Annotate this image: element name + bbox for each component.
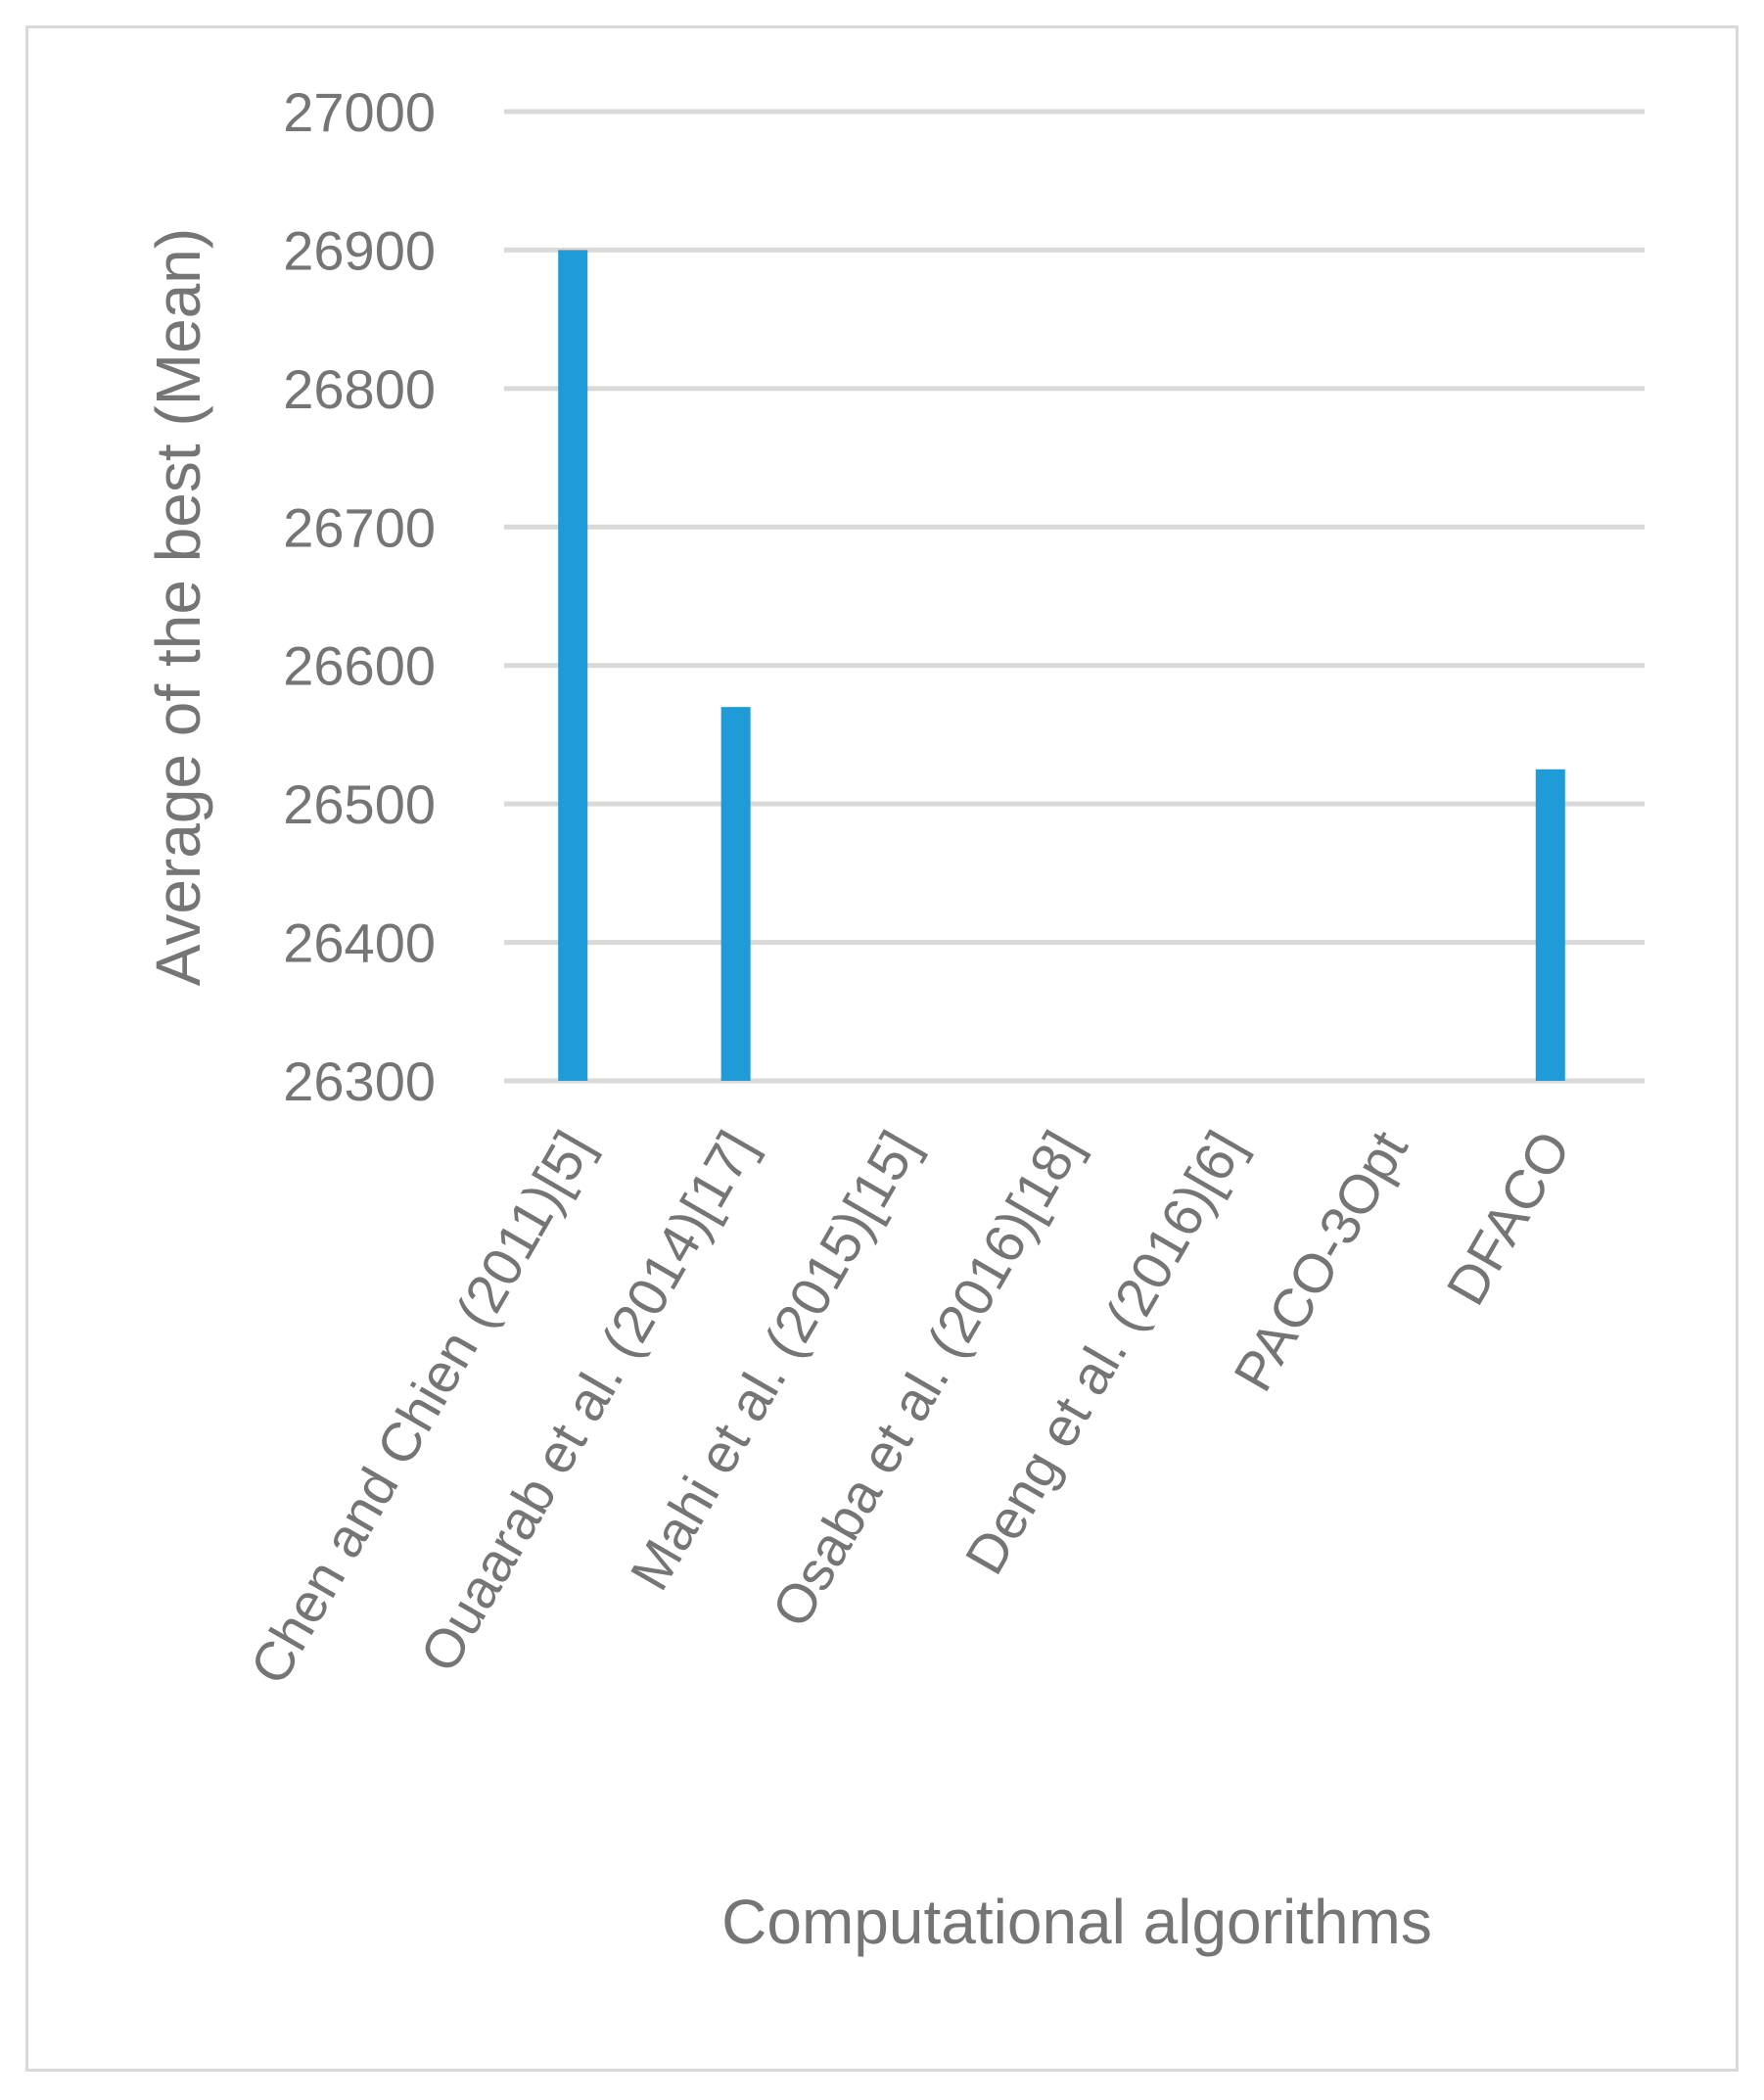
x-tick-label: Mahi et al. (2015)[15] (618, 1121, 930, 1601)
bars (558, 250, 1565, 1081)
gridlines (504, 109, 1645, 1084)
x-tick-label: Osaba et al. (2016)[18] (760, 1121, 1093, 1638)
y-tick-label: 26900 (283, 219, 436, 281)
bar-7 (1535, 769, 1565, 1081)
y-tick-label: 26300 (283, 1050, 436, 1112)
bar-2 (720, 707, 751, 1081)
y-axis-tick-labels: 26300 26400 26500 26600 26700 26800 26900 27000 (283, 81, 436, 1112)
y-tick-label: 26800 (283, 358, 436, 420)
x-axis-title: Computational algorithms (721, 1887, 1432, 1957)
bar-1 (558, 250, 588, 1081)
chart-frame (25, 25, 1739, 2072)
y-tick-label: 27000 (283, 81, 436, 143)
y-axis-title: Average of the best (Mean) (143, 228, 213, 986)
x-tick-label: PACO-3Opt (1222, 1120, 1419, 1401)
x-tick-label: DFACO (1434, 1121, 1582, 1316)
y-tick-label: 26400 (283, 912, 436, 974)
x-tick-label: Ouaarab et al. (2014)[17] (408, 1121, 767, 1682)
y-tick-label: 26600 (283, 635, 436, 697)
x-tick-label: Deng et al. (2016)[6] (952, 1121, 1256, 1585)
y-tick-label: 26500 (283, 773, 436, 835)
x-axis-tick-labels: Chen and Chien (2011)[5]Ouaarab et al. (… (238, 1120, 1582, 1694)
y-tick-label: 26700 (283, 496, 436, 558)
